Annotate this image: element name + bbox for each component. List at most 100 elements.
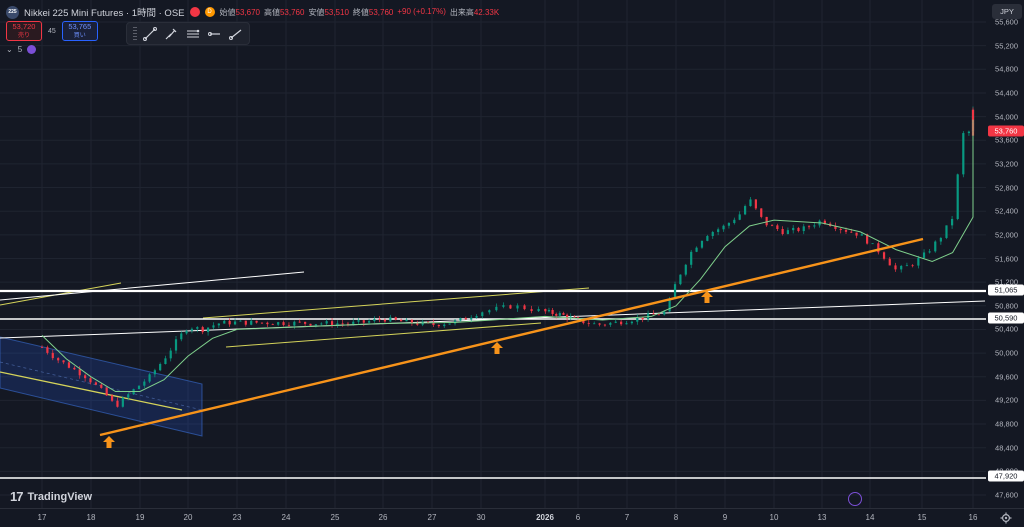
candle (530, 309, 533, 312)
symbol-logo[interactable]: 225 (6, 5, 19, 19)
candle (765, 216, 768, 226)
indicator-dot-icon (27, 45, 37, 54)
price-tick: 54,400 (995, 88, 1018, 98)
time-tick: 10 (769, 513, 779, 522)
spread-value: 45 (48, 27, 56, 35)
candle (706, 236, 709, 241)
candle (266, 322, 269, 325)
ohlc-key: 安値 (308, 7, 325, 17)
candle (190, 328, 194, 331)
tradingview-mark-icon: 17 (10, 489, 24, 504)
price-tick: 51,200 (995, 277, 1018, 287)
candle (459, 318, 462, 321)
candle (855, 232, 858, 236)
candle (792, 227, 795, 231)
replay-icon[interactable] (848, 492, 862, 506)
red-status-dot-icon (189, 7, 200, 17)
time-tick: 18 (86, 513, 96, 522)
trend-line-icon[interactable] (142, 26, 158, 42)
ohlc-value: 53,510 (324, 7, 349, 17)
candle (260, 322, 264, 324)
indicator-count: 5 (17, 45, 23, 54)
time-tick: 2026 (536, 513, 554, 522)
sell-button[interactable]: 53,720 売り (6, 21, 42, 41)
candle (410, 319, 414, 324)
candle (850, 231, 853, 233)
brush-icon[interactable] (163, 26, 179, 42)
candle (749, 199, 752, 207)
candle (657, 314, 660, 316)
candle (695, 247, 698, 252)
candle (84, 375, 87, 379)
parallel-channel-icon[interactable] (185, 26, 201, 42)
candle (378, 319, 381, 320)
price-level-label[interactable]: 51,065 (988, 284, 1024, 296)
candle (137, 385, 141, 390)
ohlc-item: 終値53,760 (353, 7, 393, 18)
candle (57, 358, 60, 361)
ohlc-value: 53,670 (235, 7, 260, 17)
price-tick: 52,000 (995, 230, 1018, 240)
candle (116, 400, 119, 407)
chart-header: 225 Nikkei 225 Mini Futures · 1時間 · OSE … (6, 4, 499, 20)
candle (609, 322, 612, 325)
candle (813, 225, 816, 227)
candle (786, 230, 790, 235)
candle (743, 206, 747, 215)
candle (555, 313, 558, 316)
candle (877, 243, 880, 253)
candle (100, 384, 103, 388)
price-tick: 54,800 (995, 64, 1018, 74)
time-tick: 6 (575, 513, 581, 522)
orange-support-trendline[interactable] (99, 237, 924, 437)
time-tick: 15 (917, 513, 927, 522)
candle (293, 321, 296, 326)
candle (971, 115, 975, 123)
candle (185, 330, 188, 334)
ohlc-value: +90 (+0.17%) (397, 6, 446, 16)
drag-handle-icon[interactable] (132, 26, 137, 41)
tradingview-logo[interactable]: 17 TradingView (10, 489, 92, 504)
white-trendline-upper[interactable] (0, 271, 305, 301)
candle (673, 284, 677, 299)
candle (551, 309, 554, 314)
symbol-title[interactable]: Nikkei 225 Mini Futures · 1時間 · OSE (24, 8, 185, 19)
time-tick: 30 (476, 513, 486, 522)
price-level-label[interactable]: 50,590 (988, 312, 1024, 324)
candle (67, 362, 71, 368)
ray-icon[interactable] (227, 26, 243, 42)
time-tick: 23 (232, 513, 242, 522)
time-axis[interactable]: 17 18 19 20 23 24 25 26 27 30 2026 6 7 8 9 10 13 14 15 16 (0, 508, 1024, 527)
price-level-label[interactable]: 47,920 (988, 470, 1024, 482)
ohlc-key: 始値 (219, 7, 236, 17)
ohlc-key: 高値 (263, 7, 280, 17)
ohlc-value: 42.33K (473, 7, 500, 17)
horizontal-ray-icon[interactable] (206, 26, 222, 42)
buy-button[interactable]: 53,765 買い (61, 21, 98, 41)
candle (416, 323, 419, 325)
market-status-badge[interactable]: D (204, 7, 215, 17)
sell-label: 売り (17, 32, 30, 39)
ohlc-item: 出来高42.33K (450, 7, 499, 18)
candle (357, 320, 360, 322)
yellow-trendline-left[interactable] (0, 371, 183, 411)
candle (834, 226, 837, 229)
candle (426, 321, 430, 323)
currency-selector[interactable]: JPY (992, 4, 1022, 19)
price-axis[interactable]: JPY 55,600 55,200 54,800 54,400 54,000 53,600… (986, 0, 1024, 508)
indicators-toggle[interactable]: ⌄ 5 (6, 45, 37, 54)
gear-icon[interactable] (1000, 512, 1012, 524)
price-level-label[interactable]: 53,760 (988, 125, 1024, 137)
candle (94, 382, 97, 385)
candle (495, 306, 498, 311)
ohlc-item: 高値53,760 (264, 7, 304, 18)
candle (352, 321, 355, 324)
candle (78, 369, 81, 376)
candles (40, 106, 975, 408)
candle (797, 227, 800, 232)
yellow-channel-bottom[interactable] (225, 322, 542, 348)
ohlc-values: 始値53,670 高値53,760 安値53,510 終値53,760 +90 (+0.… (220, 7, 500, 18)
yellow-channel-top[interactable] (202, 287, 590, 319)
candle (383, 319, 387, 322)
